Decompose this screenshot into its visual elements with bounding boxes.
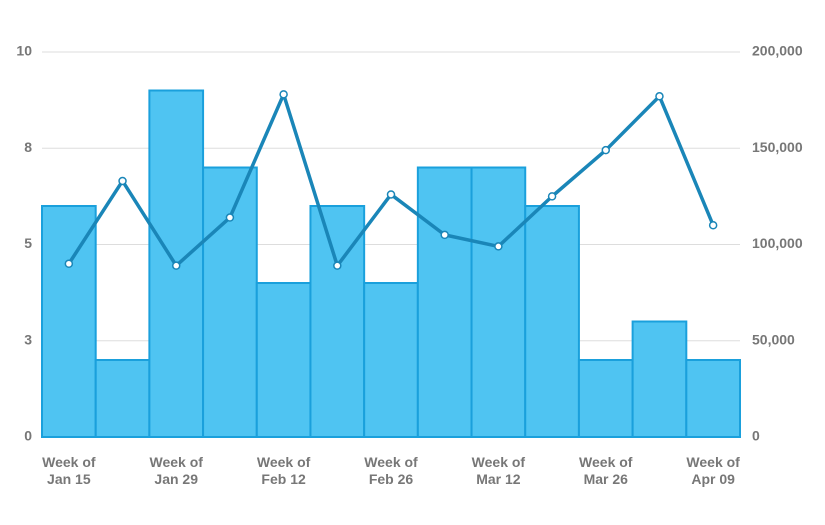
x-tick-label: Week of Mar 26 bbox=[579, 454, 633, 487]
y-tick-label: 8 bbox=[24, 139, 32, 155]
line-point bbox=[601, 145, 611, 155]
y-tick-label: 5 bbox=[24, 235, 32, 251]
line-point bbox=[171, 261, 181, 270]
bar bbox=[577, 359, 634, 438]
y-tick-label: 10 bbox=[16, 43, 32, 59]
y-tick-label: 100,000 bbox=[752, 235, 803, 251]
y-tick-label: 50,000 bbox=[752, 331, 795, 347]
line-point bbox=[386, 190, 396, 199]
x-tick-label: Week of Feb 12 bbox=[256, 454, 311, 487]
line-point bbox=[118, 176, 127, 186]
line-point bbox=[547, 192, 557, 201]
bar bbox=[41, 205, 97, 438]
bar bbox=[470, 166, 527, 438]
x-tick-label: Week of Mar 12 bbox=[471, 454, 526, 487]
line-point bbox=[440, 230, 449, 240]
line-point bbox=[494, 242, 503, 251]
y-tick-label: 0 bbox=[24, 428, 32, 444]
bar bbox=[363, 282, 419, 438]
line-point bbox=[64, 259, 74, 268]
x-tick-label: Week of Jan 29 bbox=[149, 454, 203, 487]
line-point bbox=[225, 213, 235, 222]
x-tick-label: Week of Apr 09 bbox=[686, 454, 740, 487]
bar bbox=[524, 205, 580, 438]
y-tick-label: 150,000 bbox=[752, 139, 803, 155]
bar bbox=[94, 359, 151, 438]
y-tick-label: 200,000 bbox=[752, 43, 803, 59]
x-tick-label: Week of Feb 26 bbox=[364, 454, 418, 487]
line-point bbox=[708, 221, 718, 230]
bar bbox=[255, 282, 312, 438]
y-tick-label: 3 bbox=[24, 331, 32, 347]
line-point bbox=[655, 92, 664, 101]
bar bbox=[631, 320, 688, 438]
bar bbox=[416, 166, 473, 438]
line-point bbox=[333, 261, 342, 270]
bar bbox=[685, 359, 741, 438]
line-point bbox=[279, 90, 288, 99]
y-tick-label: 0 bbox=[752, 428, 760, 444]
bar bbox=[202, 166, 258, 438]
x-tick-label: Week of Jan 15 bbox=[42, 454, 96, 487]
